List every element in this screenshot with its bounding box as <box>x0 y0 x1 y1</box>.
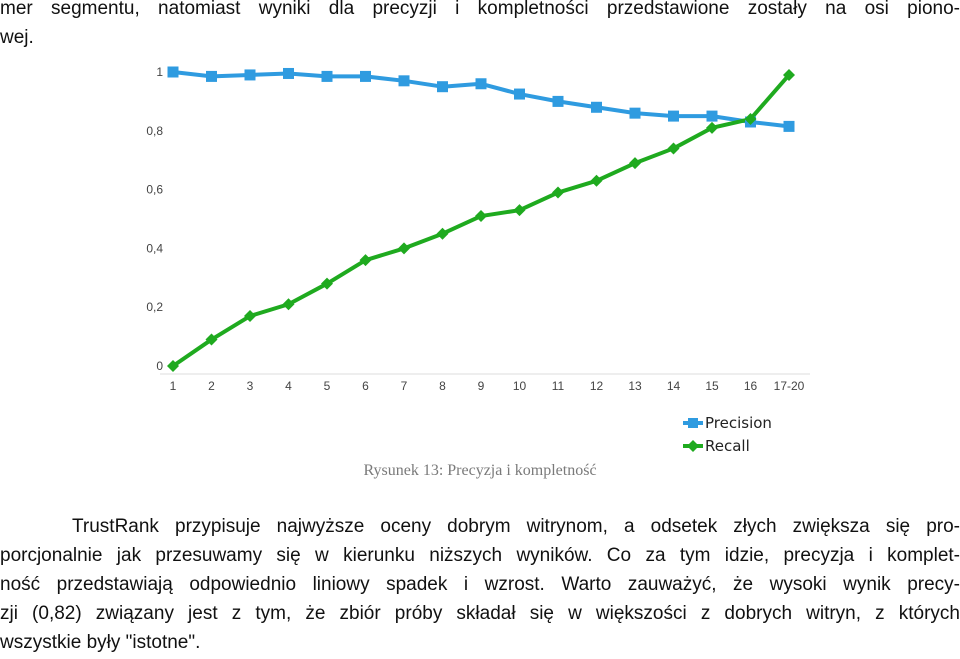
recall-point <box>398 242 410 255</box>
figure-caption: Rysunek 13: Precyzja i kompletność <box>363 462 597 479</box>
precision-point <box>244 69 256 81</box>
recall-point <box>629 157 641 170</box>
x-tick-label: 11 <box>552 379 565 393</box>
recall-point <box>475 210 487 223</box>
precision-point <box>475 78 487 90</box>
recall-point <box>783 68 795 81</box>
recall-point <box>167 360 179 372</box>
recall-point <box>359 254 372 267</box>
recall-point <box>552 186 564 199</box>
precision-point <box>321 70 333 82</box>
x-tick-label: 2 <box>208 379 215 393</box>
legend: Precision Recall <box>683 414 772 455</box>
recall-point <box>590 174 603 187</box>
recall-point <box>513 204 526 217</box>
x-tick-label: 5 <box>324 379 331 393</box>
x-tick-label: 3 <box>247 379 254 393</box>
precision-point <box>668 110 679 122</box>
precision-point <box>360 70 371 82</box>
recall-point <box>436 227 449 240</box>
x-tick-label: 1 <box>170 379 177 393</box>
precision-point <box>706 110 718 122</box>
precision-point <box>514 88 525 100</box>
y-tick-label: 0,8 <box>146 124 163 138</box>
paragraph-line-4: zji (0,82) związany jest z tym, że zbiór… <box>0 603 960 624</box>
recall-point <box>706 121 718 134</box>
x-tick-label: 13 <box>628 379 642 393</box>
recall-point <box>667 142 680 155</box>
precision-point <box>629 107 641 119</box>
x-tick-label: 9 <box>478 379 485 393</box>
x-tick-label: 12 <box>590 379 604 393</box>
legend-precision-label: Precision <box>705 414 772 432</box>
series-markers <box>167 66 795 372</box>
x-tick-label: 10 <box>513 379 527 393</box>
x-tick-label: 16 <box>744 379 758 393</box>
recall-point <box>282 298 295 311</box>
recall-point <box>244 310 256 323</box>
y-tick-label: 0,2 <box>146 300 163 314</box>
x-axis-ticks: 1 2 3 4 5 6 7 8 9 10 11 12 13 14 15 16 17-20 <box>170 379 805 393</box>
precision-point <box>552 95 564 107</box>
x-tick-label: 8 <box>439 379 446 393</box>
recall-point <box>205 333 218 346</box>
paragraph-line-3: ność przedstawiają odpowiednio liniowy s… <box>0 574 960 595</box>
x-tick-label: 14 <box>667 379 681 393</box>
legend-recall-label: Recall <box>705 437 750 455</box>
precision-point <box>437 81 448 93</box>
legend-precision-marker <box>688 418 698 428</box>
paragraph-line-1: TrustRank przypisuje najwyższe oceny dob… <box>72 516 960 537</box>
paragraph-line-5: wszystkie były "istotne". <box>0 632 201 653</box>
x-tick-label: 7 <box>401 379 408 393</box>
x-tick-label: 4 <box>285 379 292 393</box>
x-tick-label: 17-20 <box>774 379 805 393</box>
y-tick-label: 0,6 <box>146 183 163 197</box>
precision-point <box>206 70 217 82</box>
top-text-line-2: wej. <box>0 27 34 48</box>
legend-recall-marker <box>687 440 699 452</box>
y-tick-label: 1 <box>156 65 163 79</box>
precision-point <box>591 101 602 113</box>
y-tick-label: 0,4 <box>146 241 163 255</box>
precision-point <box>398 75 410 87</box>
precision-point <box>283 67 294 79</box>
precision-point <box>783 120 795 132</box>
recall-point <box>321 277 333 290</box>
y-tick-label: 0 <box>156 359 163 373</box>
paragraph-line-2: porcjonalnie jak przesuwamy się w kierun… <box>0 545 960 566</box>
x-tick-label: 15 <box>705 379 719 393</box>
x-tick-label: 6 <box>362 379 369 393</box>
precision-point <box>167 66 179 78</box>
line-chart: 00,20,40,60,81 1 2 3 4 5 6 7 8 9 10 11 12 13 14 15 16 17… <box>146 65 810 455</box>
recall-point <box>744 113 757 126</box>
y-axis-ticks: 0 0,2 0,4 0,6 0,8 1 <box>146 65 163 373</box>
top-text-line-1: mer segmentu, natomiast wyniki dla precy… <box>0 0 960 19</box>
